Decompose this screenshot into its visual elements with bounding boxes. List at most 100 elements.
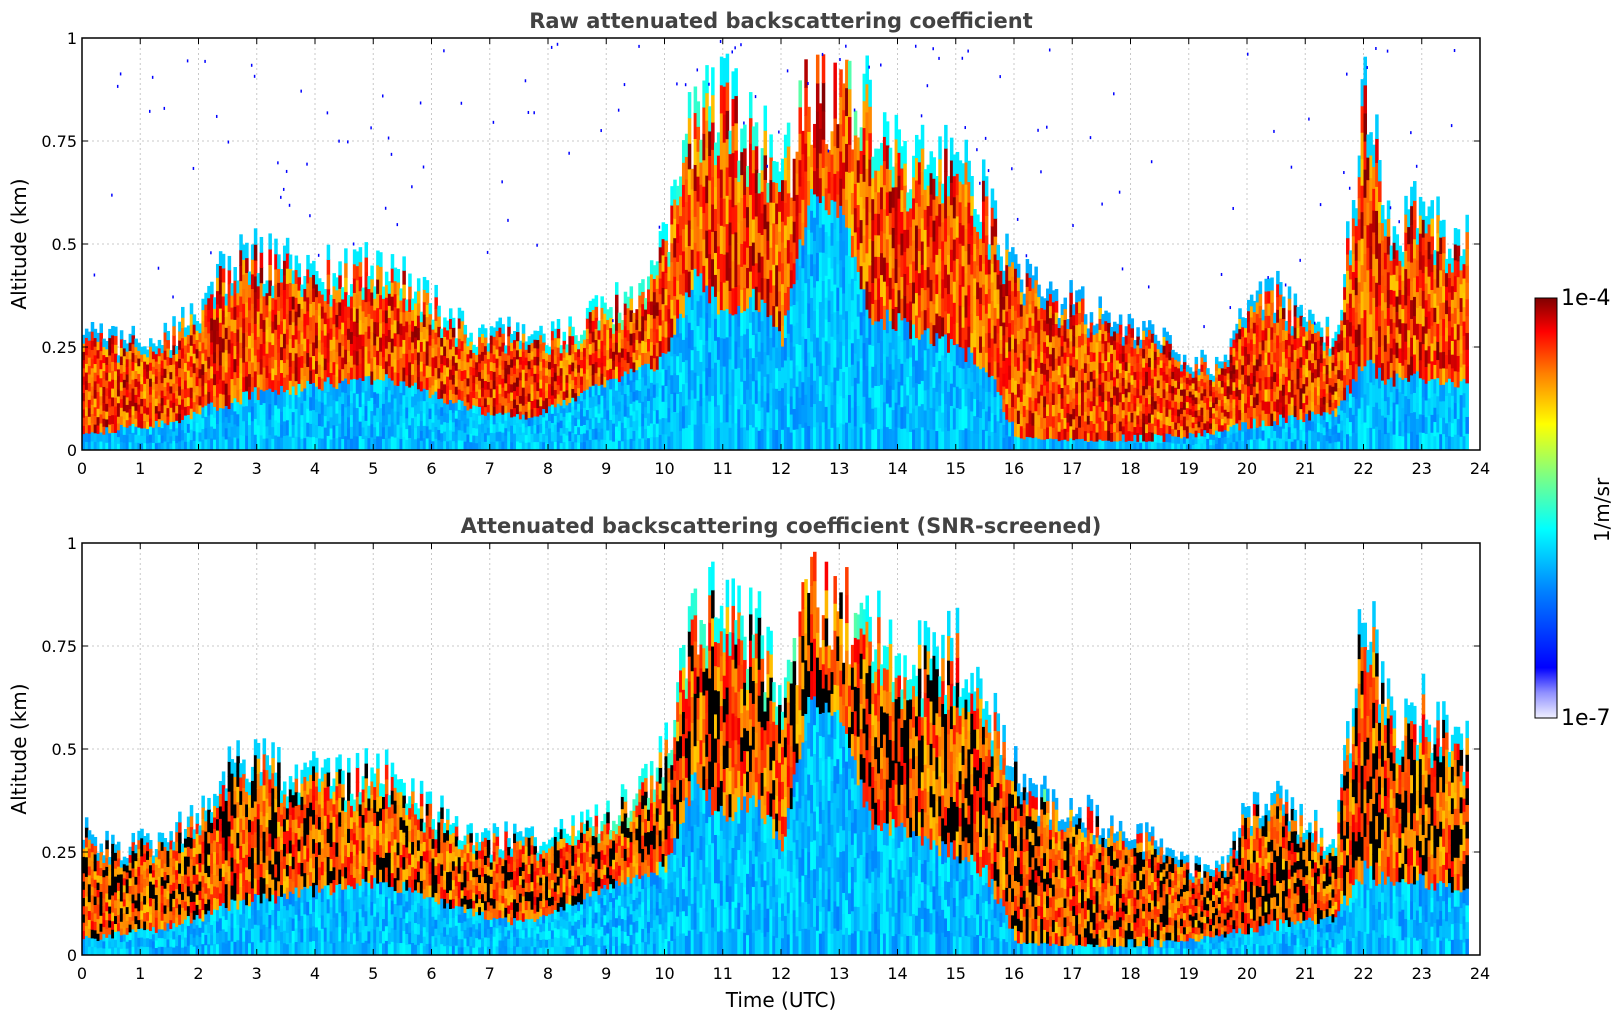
noise-speck: [731, 50, 733, 54]
heatmap-cell: [667, 393, 671, 409]
heatmap-cell: [1016, 277, 1021, 292]
heatmap-cell: [629, 414, 634, 428]
heatmap-cell: [725, 166, 730, 196]
heatmap-column: [748, 92, 753, 450]
heatmap-column: [751, 126, 756, 450]
heatmap-cell: [189, 408, 194, 420]
heatmap-cell: [285, 404, 290, 421]
heatmap-cell: [460, 380, 465, 391]
heatmap-cell: [288, 324, 293, 339]
heatmap-cell: [102, 402, 106, 411]
heatmap-cell: [932, 199, 936, 221]
heatmap-cell: [699, 139, 703, 163]
heatmap-cell: [804, 87, 808, 116]
heatmap-cell: [973, 363, 977, 382]
heatmap-cell: [387, 281, 392, 294]
heatmap-cell: [734, 286, 738, 315]
heatmap-cell: [644, 363, 648, 375]
heatmap-cell: [137, 419, 141, 428]
heatmap-cell: [253, 434, 258, 450]
heatmap-cell: [192, 420, 197, 432]
heatmap-column: [224, 293, 229, 450]
heatmap-cell: [580, 400, 584, 410]
heatmap-cell: [748, 296, 753, 323]
heatmap-cell: [361, 426, 366, 439]
heatmap-cell: [979, 384, 983, 402]
heatmap-cell: [213, 297, 217, 309]
heatmap-cell: [894, 162, 899, 188]
heatmap-cell: [414, 336, 418, 349]
heatmap-cell: [681, 184, 686, 208]
heatmap-cell: [451, 346, 456, 357]
heatmap-cell: [306, 310, 310, 326]
heatmap-cell: [469, 349, 473, 359]
heatmap-cell: [874, 406, 878, 430]
heatmap-cell: [315, 334, 319, 349]
heatmap-cell: [580, 441, 584, 450]
heatmap-cell: [996, 332, 1001, 349]
heatmap-cell: [370, 423, 374, 438]
heatmap-cell: [408, 349, 412, 363]
heatmap-cell: [335, 388, 339, 402]
heatmap-cell: [218, 350, 223, 366]
heatmap-cell: [451, 383, 456, 394]
heatmap-cell: [582, 373, 587, 383]
heatmap-cell: [766, 201, 770, 222]
heatmap-column: [446, 320, 450, 450]
heatmap-cell: [603, 302, 607, 314]
heatmap-cell: [303, 400, 307, 414]
heatmap-cell: [600, 329, 604, 341]
heatmap-cell: [280, 269, 284, 283]
heatmap-cell: [891, 267, 896, 289]
heatmap-cell: [105, 379, 109, 389]
heatmap-cell: [722, 394, 727, 423]
heatmap-cell: [1008, 336, 1012, 352]
heatmap-cell: [670, 355, 674, 376]
heatmap-cell: [108, 380, 112, 391]
heatmap-cell: [714, 362, 718, 385]
heatmap-cell: [364, 420, 369, 436]
heatmap-cell: [798, 344, 802, 372]
heatmap-cell: [349, 438, 354, 450]
heatmap-cell: [425, 413, 430, 427]
heatmap-cell: [603, 397, 607, 409]
heatmap-cell: [344, 363, 348, 379]
heatmap-cell: [885, 309, 890, 334]
heatmap-cell: [312, 328, 316, 343]
heatmap-cell: [714, 142, 718, 166]
heatmap-cell: [781, 262, 785, 285]
heatmap-cell: [274, 344, 278, 361]
heatmap-cell: [341, 333, 345, 346]
heatmap-cell: [824, 165, 829, 189]
heatmap-cell: [119, 398, 124, 408]
heatmap-cell: [1022, 360, 1027, 373]
heatmap-cell: [696, 300, 701, 327]
heatmap-cell: [504, 367, 508, 376]
heatmap-cell: [99, 413, 103, 424]
heatmap-cell: [448, 369, 453, 380]
heatmap-cell: [521, 351, 526, 361]
heatmap-cell: [527, 417, 532, 427]
heatmap-cell: [714, 384, 718, 407]
heatmap-cell: [830, 313, 835, 337]
heatmap-cell: [341, 415, 345, 428]
heatmap-cell: [545, 382, 549, 391]
heatmap-cell: [481, 333, 485, 343]
heatmap-cell: [964, 139, 968, 163]
heatmap-column: [306, 162, 310, 450]
heatmap-cell: [623, 348, 628, 361]
heatmap-cell: [769, 156, 773, 181]
heatmap-cell: [513, 433, 517, 443]
heatmap-cell: [783, 382, 788, 406]
heatmap-cell: [818, 177, 823, 203]
heatmap-cell: [821, 280, 826, 310]
heatmap-cell: [623, 303, 628, 315]
heatmap-cell: [291, 424, 296, 438]
heatmap-cell: [850, 192, 855, 215]
heatmap-cell: [778, 390, 782, 411]
heatmap-cell: [210, 425, 214, 439]
heatmap-cell: [947, 293, 951, 314]
heatmap-cell: [335, 314, 339, 328]
heatmap-cell: [568, 383, 572, 394]
heatmap-cell: [183, 406, 188, 416]
